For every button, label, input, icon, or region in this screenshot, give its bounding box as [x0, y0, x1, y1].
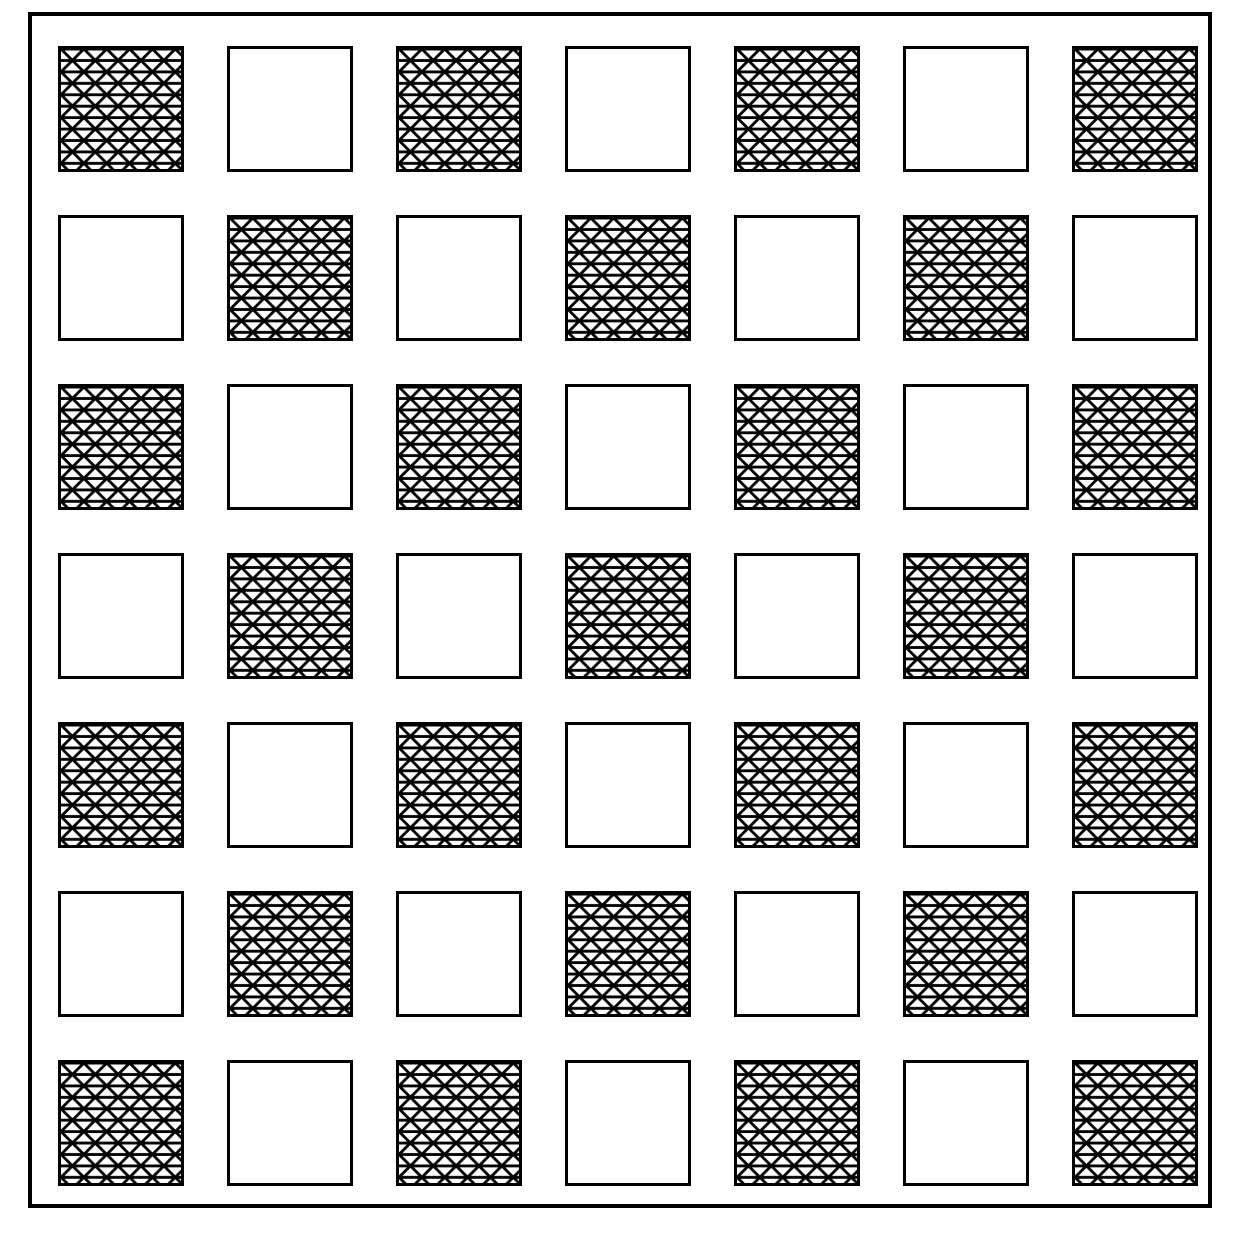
grid-cell-hatched: [734, 1060, 860, 1186]
grid-cell-empty: [396, 215, 522, 341]
grid-cell-hatched: [565, 891, 691, 1017]
grid-cell-hatched: [734, 384, 860, 510]
grid-cell-hatched: [58, 722, 184, 848]
grid-cell-empty: [565, 384, 691, 510]
grid-cell-empty: [565, 722, 691, 848]
grid-cell-empty: [565, 1060, 691, 1186]
grid-cell-empty: [58, 553, 184, 679]
grid-cell-hatched: [903, 215, 1029, 341]
grid-cell-hatched: [396, 722, 522, 848]
grid-cell-hatched: [903, 891, 1029, 1017]
grid-cell-hatched: [58, 384, 184, 510]
grid-cell-hatched: [1072, 384, 1198, 510]
grid-cell-hatched: [396, 1060, 522, 1186]
grid-cell-empty: [58, 891, 184, 1017]
grid-cell-hatched: [1072, 722, 1198, 848]
diagram-canvas: [0, 0, 1240, 1235]
grid-cell-empty: [903, 384, 1029, 510]
grid-cell-empty: [734, 553, 860, 679]
grid-cell-empty: [565, 46, 691, 172]
grid-cell-empty: [1072, 215, 1198, 341]
grid-cell-empty: [396, 891, 522, 1017]
grid-cell-hatched: [734, 722, 860, 848]
grid-cell-empty: [1072, 553, 1198, 679]
grid-cell-empty: [227, 722, 353, 848]
grid-cell-hatched: [396, 46, 522, 172]
grid-cell-empty: [903, 1060, 1029, 1186]
grid-cell-empty: [227, 46, 353, 172]
grid-cell-hatched: [565, 553, 691, 679]
grid-cell-hatched: [58, 46, 184, 172]
grid-cell-hatched: [58, 1060, 184, 1186]
grid-cell-hatched: [396, 384, 522, 510]
grid-cell-empty: [734, 891, 860, 1017]
grid-cell-hatched: [1072, 46, 1198, 172]
grid-cell-hatched: [227, 891, 353, 1017]
grid-cell-hatched: [565, 215, 691, 341]
grid-cell-hatched: [903, 553, 1029, 679]
grid-cell-empty: [1072, 891, 1198, 1017]
grid-cell-empty: [903, 46, 1029, 172]
grid-cell-hatched: [227, 553, 353, 679]
grid-cell-empty: [58, 215, 184, 341]
grid-cell-empty: [734, 215, 860, 341]
grid-cell-empty: [227, 384, 353, 510]
grid-cell-empty: [903, 722, 1029, 848]
grid-cell-empty: [227, 1060, 353, 1186]
grid-cell-hatched: [1072, 1060, 1198, 1186]
grid-cell-hatched: [227, 215, 353, 341]
grid-cell-hatched: [734, 46, 860, 172]
grid-cell-empty: [396, 553, 522, 679]
